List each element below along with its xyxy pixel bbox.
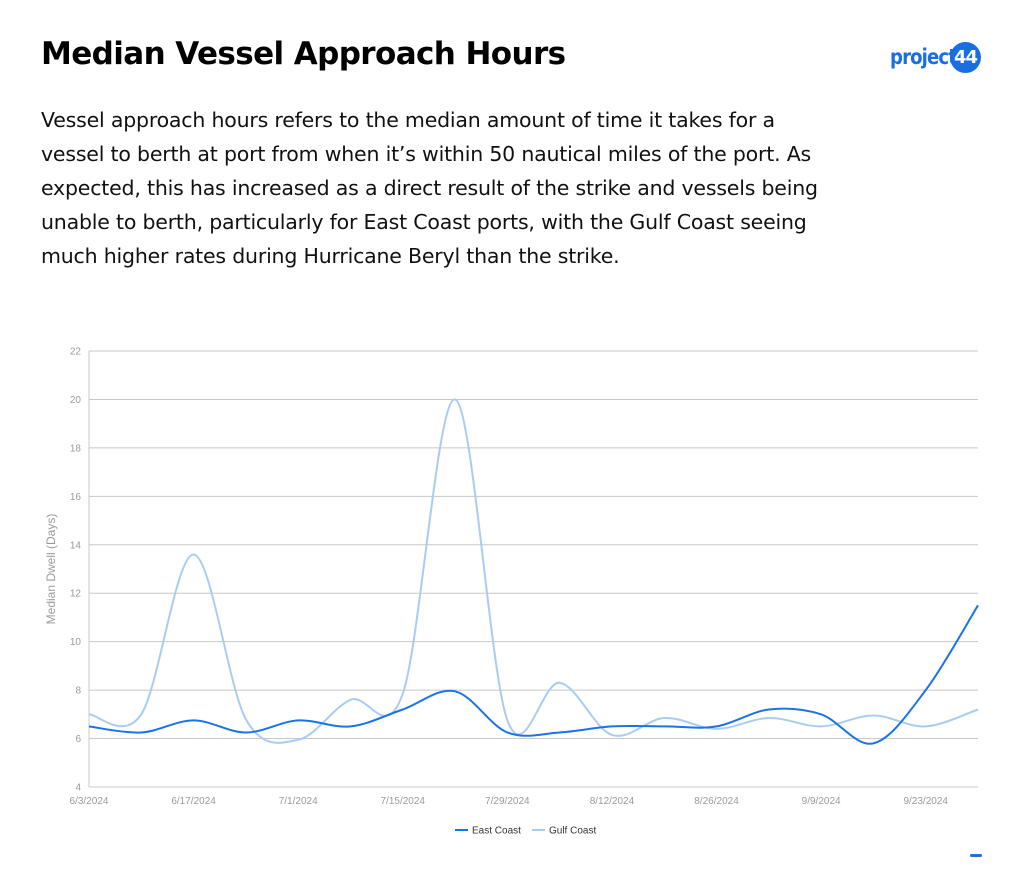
y-tick-label: 4 [75, 783, 81, 794]
logo-wordmark: project [890, 45, 957, 69]
y-axis-title: Median Dwell (Days) [44, 514, 58, 625]
x-tick-label: 7/15/2024 [381, 796, 426, 807]
series-line-gulf-coast [88, 398, 979, 744]
x-tick-label: 6/3/2024 [70, 796, 109, 807]
y-tick-label: 12 [70, 589, 82, 600]
y-tick-label: 14 [70, 540, 82, 551]
y-tick-label: 8 [75, 686, 81, 697]
y-tick-label: 10 [70, 637, 82, 648]
y-tick-label: 6 [75, 734, 81, 745]
legend-label-east-coast: East Coast [472, 826, 521, 837]
x-tick-label: 7/1/2024 [279, 796, 318, 807]
x-tick-label: 9/9/2024 [802, 796, 841, 807]
x-tick-label: 8/26/2024 [694, 796, 739, 807]
y-tick-label: 16 [70, 492, 82, 503]
y-tick-label: 18 [70, 443, 82, 454]
series-line-east-coast [88, 604, 979, 745]
x-tick-label: 8/12/2024 [590, 796, 635, 807]
legend-label-gulf-coast: Gulf Coast [549, 826, 596, 837]
corner-mark [970, 854, 982, 857]
project44-logo: project 44 [890, 38, 981, 76]
x-tick-label: 9/23/2024 [903, 796, 948, 807]
y-tick-label: 22 [70, 347, 82, 358]
x-tick-label: 6/17/2024 [171, 796, 216, 807]
logo-badge: 44 [950, 42, 981, 73]
page-title: Median Vessel Approach Hours [41, 36, 566, 72]
description-paragraph: Vessel approach hours refers to the medi… [41, 108, 818, 268]
line-chart: 4 6 8 10 12 14 16 18 20 22 6/3/2024 6/17/2024 7/1/20… [44, 347, 979, 837]
y-tick-label: 20 [70, 395, 82, 406]
x-tick-label: 7/29/2024 [485, 796, 530, 807]
